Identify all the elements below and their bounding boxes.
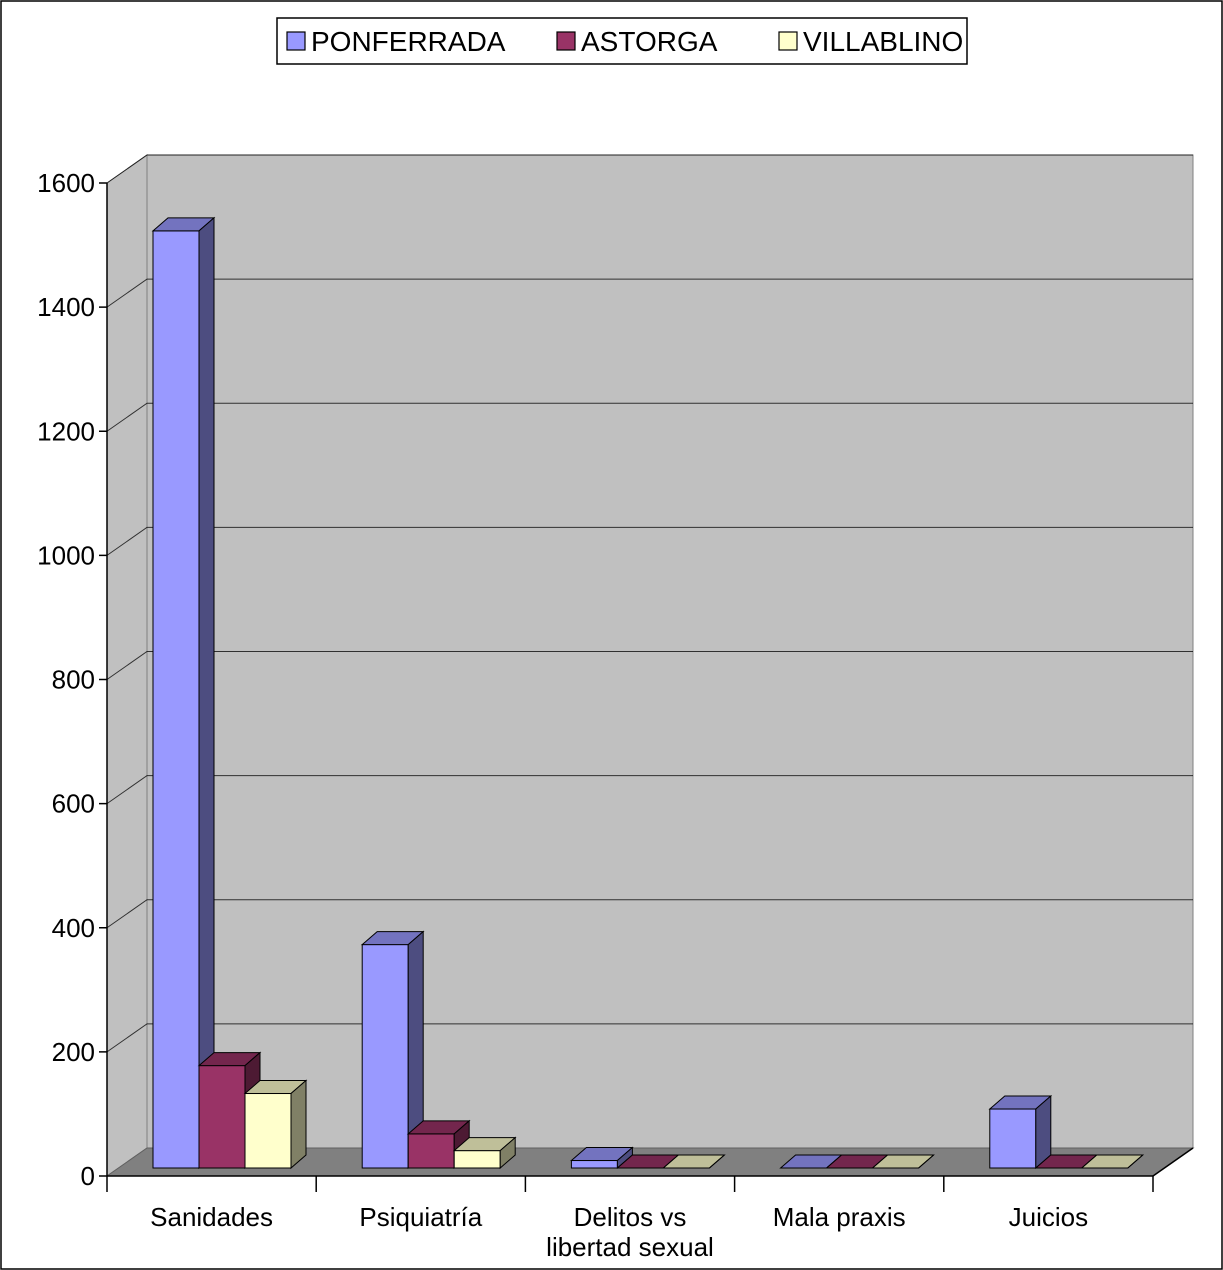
gridline [106,154,1193,184]
y-tick-label: 600 [52,789,95,819]
legend-label: PONFERRADA [311,26,506,57]
x-category-label: Juicios [1009,1202,1088,1232]
x-category-label: Psiquiatría [359,1202,482,1232]
x-category-label: Delitos vs [574,1202,687,1232]
bar-side [709,1154,725,1169]
legend-swatch [286,31,306,51]
gridline [106,1023,1193,1053]
bar-front [198,1065,246,1169]
chart-walls [105,154,1195,1177]
bar-front [570,1160,618,1169]
gridline [106,775,1193,805]
bar-side [1127,1154,1144,1169]
y-tick-label: 0 [81,1161,95,1191]
bar-side [290,1079,307,1170]
bar [151,216,216,1170]
bar-front [989,1108,1037,1169]
bar [452,1136,517,1170]
y-tick-label: 1200 [37,416,95,446]
x-category-label: Sanidades [150,1202,273,1232]
bar [360,930,425,1170]
x-category-label: Mala praxis [773,1202,906,1232]
legend-label: ASTORGA [581,26,718,57]
bar-side [499,1136,516,1170]
gridlines [106,154,1193,1053]
y-tick-label: 200 [52,1037,95,1067]
bar [988,1094,1053,1170]
legend-swatch [778,31,798,51]
gridline [106,278,1193,308]
bar [1080,1154,1145,1169]
bar-side [198,216,215,1170]
legend-swatch [556,31,576,51]
gridline [106,899,1193,929]
bar-side [918,1154,934,1169]
legend-label: VILLABLINO [803,26,963,57]
x-category-label: libertad sexual [546,1232,714,1262]
gridline [106,526,1193,556]
y-tick-label: 1600 [37,168,95,198]
gridline [106,402,1193,432]
y-axis: 0 200 400 600 800 1000 1200 1400 1600 [37,168,108,1191]
bar-front [244,1093,292,1169]
y-tick-label: 1000 [37,540,95,570]
y-tick-label: 400 [52,913,95,943]
x-axis-depth-line [1152,1147,1194,1177]
bar [871,1154,935,1169]
gridline [106,651,1193,680]
bar-front [453,1150,501,1169]
bar [570,1146,634,1170]
y-tick-label: 1400 [37,292,95,322]
y-tick-label: 800 [52,665,95,695]
bar-front [407,1133,455,1169]
bars [151,216,1145,1170]
bar-front [361,944,409,1169]
legend: PONFERRADA ASTORGA VILLABLINO [276,17,968,65]
bar [662,1154,726,1169]
bar [243,1079,308,1170]
bar-front [152,230,200,1169]
legend-box [276,17,968,65]
